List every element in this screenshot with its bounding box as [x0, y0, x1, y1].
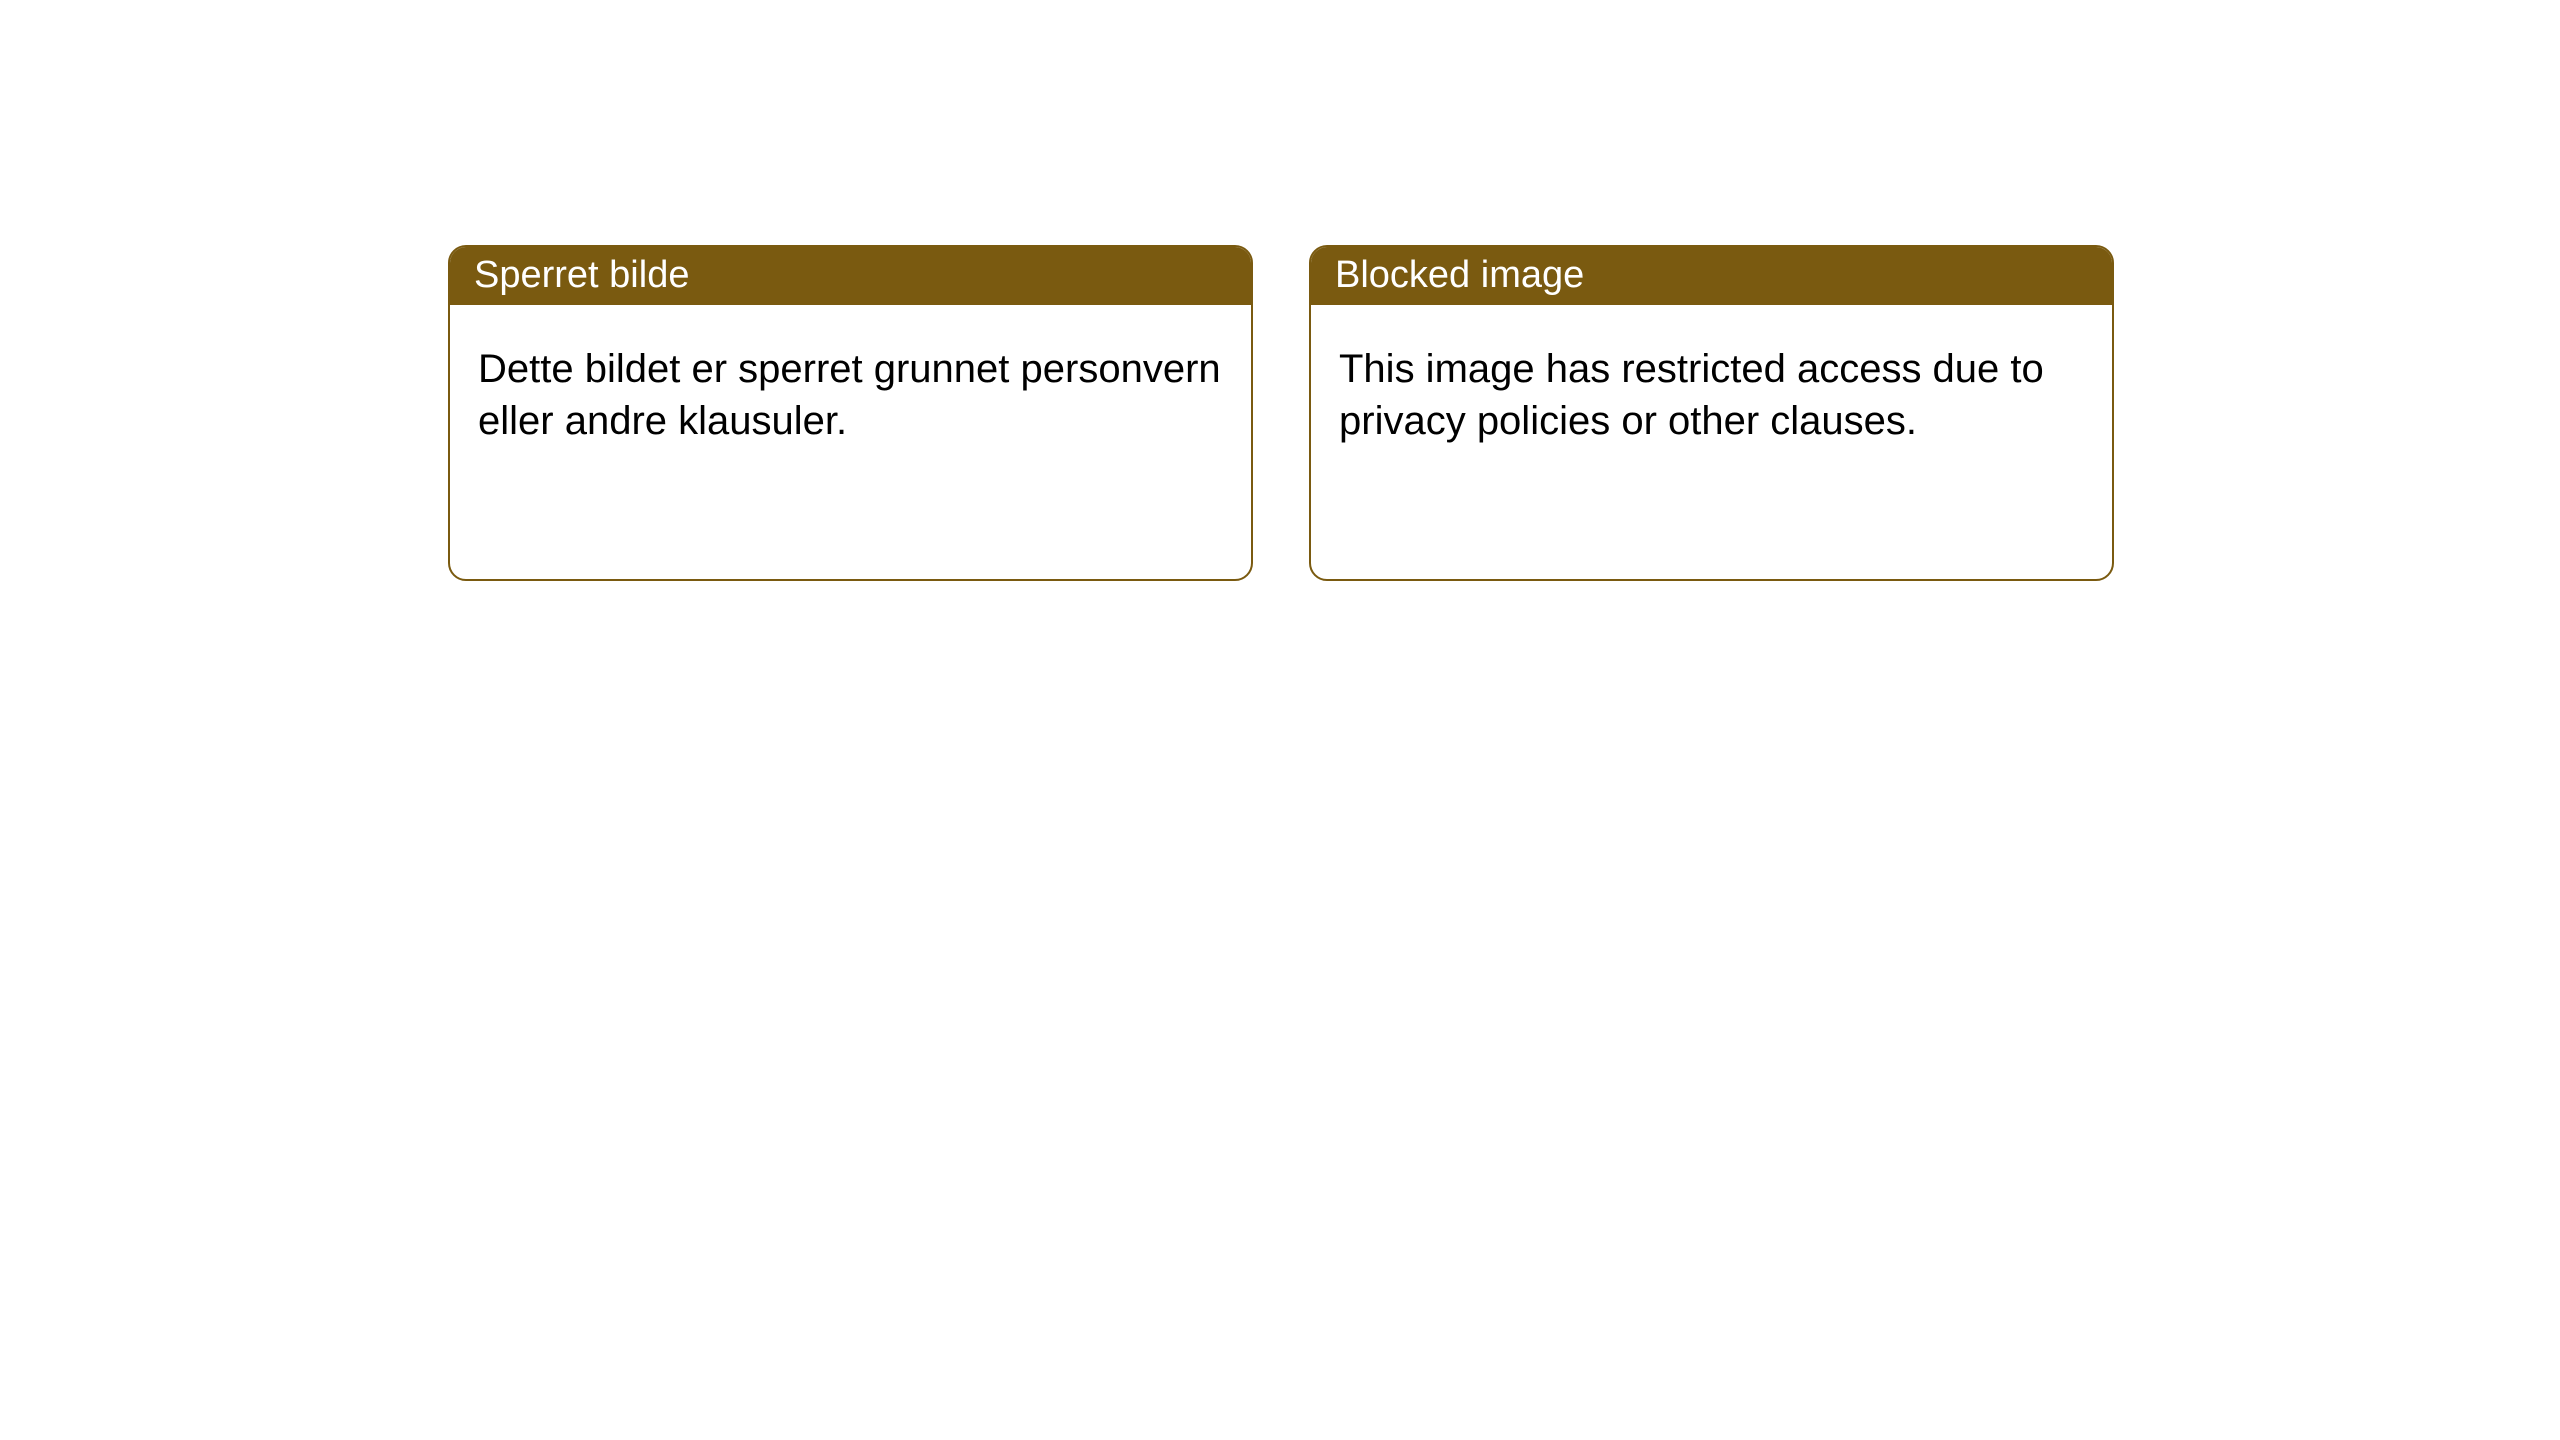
card-body: This image has restricted access due to …: [1311, 305, 2112, 475]
cards-container: Sperret bilde Dette bildet er sperret gr…: [448, 245, 2114, 581]
blocked-image-card-english: Blocked image This image has restricted …: [1309, 245, 2114, 581]
card-body: Dette bildet er sperret grunnet personve…: [450, 305, 1251, 475]
card-title: Blocked image: [1335, 254, 1584, 297]
blocked-image-card-norwegian: Sperret bilde Dette bildet er sperret gr…: [448, 245, 1253, 581]
card-text: Dette bildet er sperret grunnet personve…: [478, 343, 1223, 447]
card-header: Blocked image: [1311, 247, 2112, 305]
card-text: This image has restricted access due to …: [1339, 343, 2084, 447]
card-title: Sperret bilde: [474, 254, 689, 297]
card-header: Sperret bilde: [450, 247, 1251, 305]
